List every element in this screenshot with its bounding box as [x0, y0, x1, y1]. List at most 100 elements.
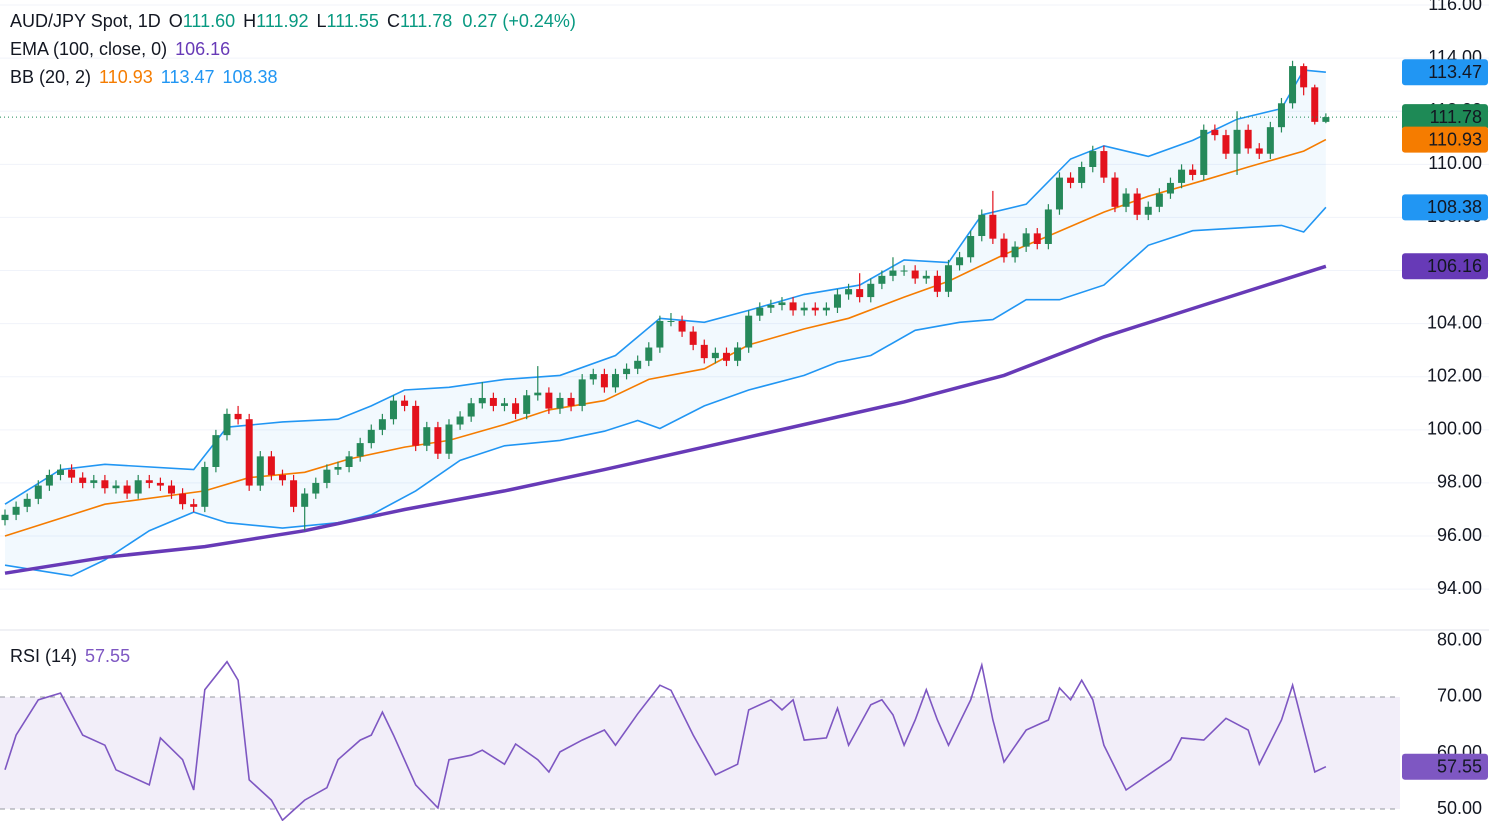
y-tick-label: 70.00 [1437, 686, 1482, 706]
candle-body [1055, 177, 1063, 210]
legend-row: RSI (14) 57.55 [10, 646, 130, 666]
candle-body [512, 403, 520, 414]
candle-body [1100, 151, 1108, 178]
candle-body [778, 302, 786, 306]
y-tick-label: 100.00 [1427, 419, 1482, 439]
candle-body [1166, 182, 1174, 194]
price-badge [1402, 194, 1488, 221]
candle-body [412, 405, 420, 446]
candle-body [767, 305, 775, 308]
candle-body [756, 307, 764, 316]
candle-body [578, 379, 586, 406]
candle-body [1111, 177, 1119, 207]
candle-body [356, 443, 364, 457]
candle-body [711, 352, 719, 359]
candle-body [623, 368, 631, 375]
o-value: 111.60 [183, 11, 235, 31]
candle-body [190, 504, 198, 507]
candle-body [401, 400, 409, 406]
candle-body [23, 498, 31, 507]
candle-body [523, 395, 531, 414]
candle-body [1189, 169, 1197, 175]
ema-line [4, 264, 1327, 575]
candle-body [367, 429, 375, 444]
candle-body [989, 214, 997, 239]
rsi-value: 57.55 [85, 646, 130, 666]
candle-body [68, 469, 76, 478]
candle-body [1089, 151, 1097, 167]
candle-body [1011, 246, 1019, 258]
y-tick-label: 110.00 [1428, 153, 1482, 173]
candle-body [556, 397, 564, 409]
candle-body [323, 469, 331, 483]
price-badge-label: 106.16 [1427, 256, 1482, 276]
legend-row: EMA (100, close, 0) 106.16 [10, 39, 230, 59]
candle-body [167, 485, 175, 494]
candle-body [1311, 87, 1319, 122]
candle-body [378, 419, 386, 430]
candle-body [1200, 129, 1208, 175]
candle-body [1300, 66, 1308, 88]
y-tick-label: 98.00 [1437, 472, 1482, 492]
candle-body [600, 374, 608, 388]
candle-body [1277, 103, 1285, 128]
candle-body [45, 474, 53, 486]
candle-body [745, 315, 753, 348]
candle-body [123, 485, 131, 494]
candle-body [101, 480, 109, 489]
candle-body [1322, 117, 1330, 122]
candle-body [301, 493, 309, 507]
candle-body [1211, 129, 1219, 136]
candle-body [656, 320, 664, 348]
candle-body [789, 302, 797, 311]
candle-body [922, 275, 930, 279]
candle-body [223, 413, 231, 436]
candle-body [445, 424, 453, 454]
legend-row: BB (20, 2) 110.93 113.47 108.38 [10, 67, 278, 87]
candle-body [1067, 177, 1075, 183]
bb-upper-value: 113.47 [161, 67, 215, 87]
candle-body [1000, 238, 1008, 258]
ema-value: 106.16 [175, 39, 230, 59]
bb-fill [4, 70, 1326, 576]
l-key: L [317, 11, 327, 31]
candle-body [90, 480, 98, 483]
candle-body [79, 477, 87, 483]
candle-body [334, 466, 342, 470]
y-tick-label: 102.00 [1427, 365, 1482, 385]
candle-body [179, 493, 187, 505]
candle-body [811, 307, 819, 311]
candle-body [56, 469, 64, 475]
candle-body [645, 347, 653, 361]
legend-row: AUD/JPY Spot, 1D O111.60 H111.92 L111.55 C11… [10, 11, 576, 31]
candle-body [389, 400, 397, 420]
candle-body [867, 283, 875, 298]
candle-body [145, 480, 153, 483]
candle-body [478, 397, 486, 404]
y-tick-label: 104.00 [1427, 312, 1482, 332]
y-tick-label: 50.00 [1437, 798, 1482, 818]
y-tick-label: 80.00 [1437, 630, 1482, 650]
candle-body [290, 480, 298, 507]
rsi-line [4, 660, 1327, 821]
candle-body [1266, 127, 1274, 154]
candle-body [1044, 209, 1052, 244]
candle-body [1233, 129, 1241, 154]
bb-line [4, 69, 1326, 505]
candle-body [567, 397, 575, 406]
candle-body [500, 403, 508, 406]
l-value: 111.55 [327, 11, 379, 31]
candle-body [822, 307, 830, 311]
candle-body [1122, 193, 1130, 207]
candle-body [689, 331, 697, 345]
candle-body [889, 270, 897, 276]
candle-body [1, 514, 9, 521]
candle-body [312, 482, 320, 494]
candle-body [423, 427, 431, 446]
plot [0, 4, 1489, 821]
candle-body [678, 320, 686, 332]
candle-body [245, 419, 253, 486]
rsi-band [0, 696, 1400, 810]
